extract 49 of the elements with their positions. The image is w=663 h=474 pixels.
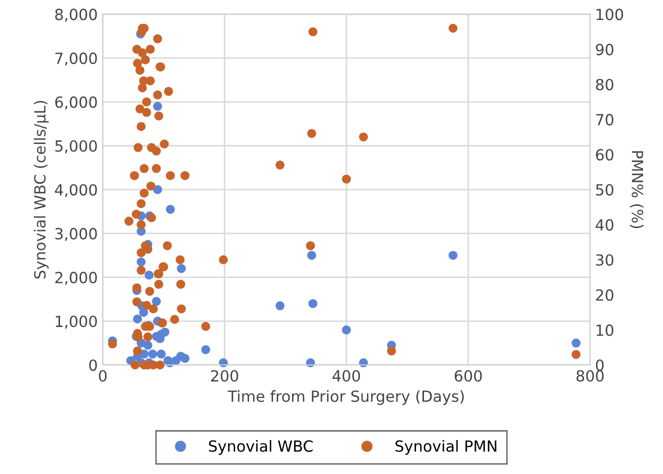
point xyxy=(144,270,154,280)
x-tick-label: 400 xyxy=(332,370,360,382)
y-tick-label: 8,000 xyxy=(55,8,97,22)
point xyxy=(153,185,162,194)
point xyxy=(572,338,581,348)
y2-tick-label: 90 xyxy=(596,44,614,56)
y-tick-label: 3,000 xyxy=(55,228,97,242)
y2-tick-label: 50 xyxy=(596,184,614,196)
point xyxy=(180,354,190,363)
point xyxy=(308,299,318,308)
x-tick-label: 800 xyxy=(576,370,604,382)
y2-tick-label: 70 xyxy=(596,114,614,126)
y-tick-label: 0 xyxy=(89,359,97,371)
y2-tick-label: 60 xyxy=(596,148,614,161)
point xyxy=(166,204,175,214)
y-tick-label: 5,000 xyxy=(55,140,97,154)
y2-axis-title: PMN% (%) xyxy=(630,151,644,228)
point xyxy=(153,102,162,111)
point xyxy=(156,350,166,359)
y2-tick-label: 80 xyxy=(596,78,614,90)
y2-tick-label: 30 xyxy=(596,254,614,266)
point xyxy=(148,350,158,359)
point xyxy=(143,340,152,350)
x-tick-label: 0 xyxy=(98,370,107,382)
y-tick-label: 7,000 xyxy=(55,52,97,66)
point xyxy=(176,264,186,274)
point xyxy=(201,345,210,354)
point xyxy=(307,250,316,260)
y-tick-label: 2,000 xyxy=(55,272,97,285)
legend-label: Synovial PMN xyxy=(395,440,496,455)
point xyxy=(342,325,351,334)
y2-tick-label: 100 xyxy=(596,8,624,20)
y2-tick-label: 40 xyxy=(596,219,614,231)
x-tick-label: 200 xyxy=(211,370,238,382)
y-tick-label: 6,000 xyxy=(55,96,97,110)
y-tick-label: 4,000 xyxy=(54,184,97,198)
y-tick-label: 1,000 xyxy=(56,316,97,329)
y-axis-title: Synovial WBC (cells/µL) xyxy=(34,100,49,279)
x-tick-label: 600 xyxy=(454,370,482,382)
y2-tick-label: 0 xyxy=(596,359,604,371)
legend-label: Synovial WBC xyxy=(208,440,313,455)
y2-tick-label: 20 xyxy=(596,289,614,301)
y2-tick-label: 10 xyxy=(596,324,614,336)
point xyxy=(276,301,285,310)
point xyxy=(448,250,458,260)
x-axis-title: Time from Prior Surgery (Days) xyxy=(228,390,464,405)
point xyxy=(152,296,161,306)
point xyxy=(132,314,142,324)
point xyxy=(136,257,146,266)
